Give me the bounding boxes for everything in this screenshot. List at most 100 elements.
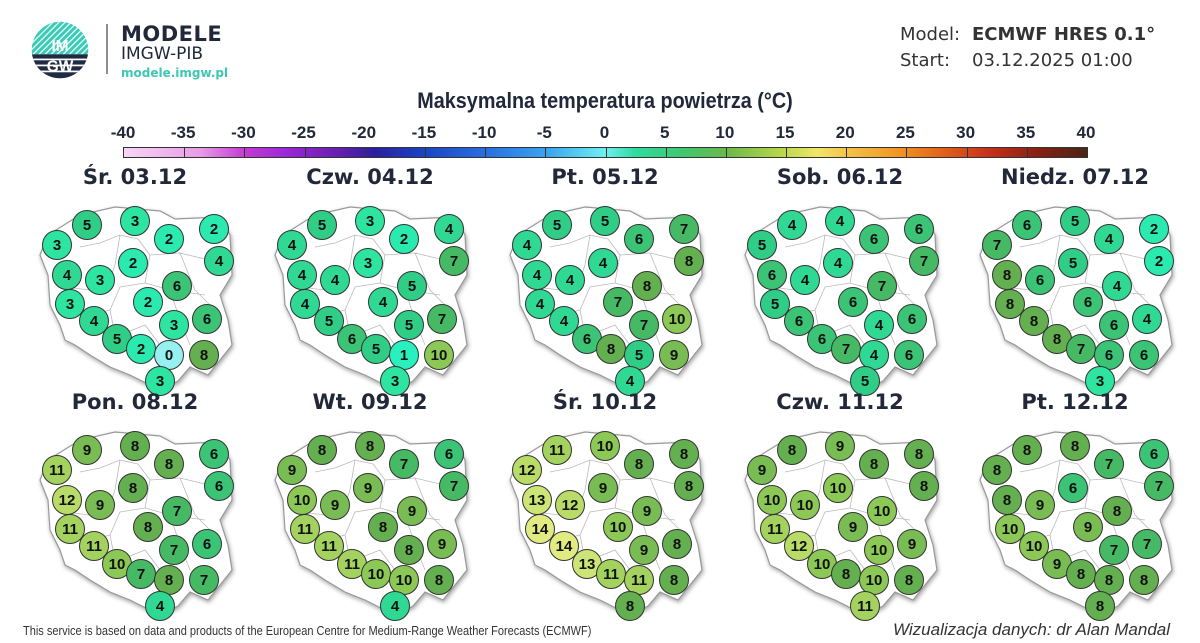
temperature-marker: 8 xyxy=(368,512,398,542)
temperature-marker: 8 xyxy=(615,591,645,621)
temperature-marker: 7 xyxy=(1066,334,1096,364)
temperature-marker: 8 xyxy=(1012,435,1042,465)
temperature-marker: 5 xyxy=(307,210,337,240)
temperature-marker: 7 xyxy=(867,271,897,301)
temperature-marker: 6 xyxy=(192,529,222,559)
temperature-marker: 12 xyxy=(512,455,542,485)
temperature-marker: 8 xyxy=(831,559,861,589)
temperature-marker: 3 xyxy=(85,265,115,295)
temperature-marker: 6 xyxy=(1012,210,1042,240)
colorbar-tick xyxy=(424,148,426,157)
temperature-marker: 8 xyxy=(154,449,184,479)
temperature-marker: 8 xyxy=(1094,565,1124,595)
svg-text:IM: IM xyxy=(51,38,68,55)
temperature-marker: 8 xyxy=(118,473,148,503)
temperature-marker: 6 xyxy=(162,271,192,301)
temperature-marker: 10 xyxy=(859,565,889,595)
colorbar-tick xyxy=(545,148,547,157)
temperature-marker: 5 xyxy=(394,310,424,340)
chart-title: Maksymalna temperatura powietrza (°C) xyxy=(417,88,793,113)
temperature-marker: 6 xyxy=(1129,340,1159,370)
temperature-marker: 8 xyxy=(394,535,424,565)
imgw-logo-icon: IM GW xyxy=(31,21,89,79)
temperature-marker: 7 xyxy=(159,535,189,565)
temperature-marker: 2 xyxy=(133,287,163,317)
colorbar-tick-label: 15 xyxy=(775,123,795,142)
panel-date-title: Sob. 06.12 xyxy=(776,165,904,189)
temperature-marker: 9 xyxy=(838,512,868,542)
temperature-marker: 8 xyxy=(624,449,654,479)
temperature-marker: 9 xyxy=(825,431,855,461)
temperature-marker: 10 xyxy=(757,485,787,515)
forecast-panel: Pt. 12.12 8 8 8 6 7 7 8 9 6 8 10 9 10 7 7 9 8 8 8 8 xyxy=(960,390,1190,621)
temperature-marker: 4 xyxy=(204,246,234,276)
colorbar-tick-label: 30 xyxy=(956,123,976,142)
temperature-marker: 4 xyxy=(1102,271,1132,301)
temperature-marker: 8 xyxy=(982,455,1012,485)
temperature-marker: 5 xyxy=(542,210,572,240)
model-value: ECMWF HRES 0.1° xyxy=(972,24,1156,45)
temperature-marker: 4 xyxy=(368,287,398,317)
temperature-marker: 3 xyxy=(353,248,383,278)
colorbar-tick xyxy=(1026,148,1028,157)
temperature-marker: 8 xyxy=(904,439,934,469)
temperature-marker: 5 xyxy=(590,206,620,236)
temperature-marker: 10 xyxy=(864,535,894,565)
temperature-marker: 7 xyxy=(603,287,633,317)
forecast-panel: Śr. 03.12 5 3 3 2 2 4 4 3 2 6 3 2 4 6 3 5 2 0 8 3 xyxy=(20,165,250,396)
temperature-marker: 4 xyxy=(825,206,855,236)
temperature-marker: 7 xyxy=(162,496,192,526)
temperature-marker: 4 xyxy=(277,230,307,260)
temperature-marker: 2 xyxy=(1144,246,1174,276)
temperature-marker: 2 xyxy=(154,224,184,254)
brand-title: MODELE xyxy=(121,22,223,46)
temperature-marker: 10 xyxy=(590,431,620,461)
temperature-marker: 9 xyxy=(277,455,307,485)
ecmwf-attribution: This service is based on data and produc… xyxy=(23,624,592,638)
temperature-marker: 11 xyxy=(542,435,572,465)
temperature-marker: 6 xyxy=(1073,287,1103,317)
temperature-marker: 3 xyxy=(159,310,189,340)
temperature-marker: 8 xyxy=(596,334,626,364)
model-info: Model: ECMWF HRES 0.1° Start: 03.12.2025… xyxy=(900,22,1155,74)
temperature-marker: 7 xyxy=(427,304,457,334)
temperature-marker: 10 xyxy=(867,496,897,526)
temperature-marker: 9 xyxy=(1025,490,1055,520)
temperature-marker: 7 xyxy=(126,559,156,589)
temperature-marker: 9 xyxy=(353,473,383,503)
temperature-marker: 8 xyxy=(992,260,1022,290)
temperature-marker: 5 xyxy=(1060,206,1090,236)
brand-url-link[interactable]: modele.imgw.pl xyxy=(121,66,229,80)
temperature-marker: 9 xyxy=(320,490,350,520)
panel-date-title: Śr. 10.12 xyxy=(552,390,658,414)
panel-date-title: Wt. 09.12 xyxy=(312,390,428,414)
temperature-marker: 4 xyxy=(790,265,820,295)
brand-subtitle: IMGW-PIB xyxy=(121,44,204,64)
temperature-marker: 11 xyxy=(337,549,367,579)
temperature-marker: 4 xyxy=(320,265,350,295)
temperature-marker: 9 xyxy=(588,473,618,503)
temperature-marker: 6 xyxy=(1099,310,1129,340)
panel-date-title: Śr. 03.12 xyxy=(82,165,188,189)
temperature-marker: 8 xyxy=(133,512,163,542)
temperature-marker: 3 xyxy=(355,206,385,236)
colorbar-tick-label: -10 xyxy=(471,123,497,142)
forecast-panel: Wt. 09.12 8 8 9 6 7 7 10 9 9 9 11 8 11 9 8 11 10 10 8 4 xyxy=(255,390,485,621)
temperature-marker: 7 xyxy=(389,449,419,479)
colorbar-tick-label: -15 xyxy=(411,123,437,142)
forecast-panel: Czw. 04.12 5 3 4 4 2 7 4 4 3 5 4 4 5 7 5 6 5 1 10 3 xyxy=(255,165,485,396)
poland-map: 8 8 8 6 7 7 8 9 6 8 10 9 10 7 7 9 8 8 8 8 xyxy=(960,420,1190,621)
colorbar-tick xyxy=(786,148,788,157)
temperature-marker: 5 xyxy=(397,271,427,301)
temperature-marker: 6 xyxy=(624,224,654,254)
temperature-marker: 7 xyxy=(1144,471,1174,501)
temperature-marker: 8 xyxy=(909,471,939,501)
panel-date-title: Niedz. 07.12 xyxy=(1001,165,1149,189)
temperature-marker: 6 xyxy=(897,304,927,334)
colorbar-tick-label: 25 xyxy=(895,123,915,142)
temperature-marker: 4 xyxy=(588,248,618,278)
temperature-marker: 7 xyxy=(1132,529,1162,559)
colorbar-tick-label: -35 xyxy=(170,123,196,142)
temperature-marker: 9 xyxy=(747,455,777,485)
